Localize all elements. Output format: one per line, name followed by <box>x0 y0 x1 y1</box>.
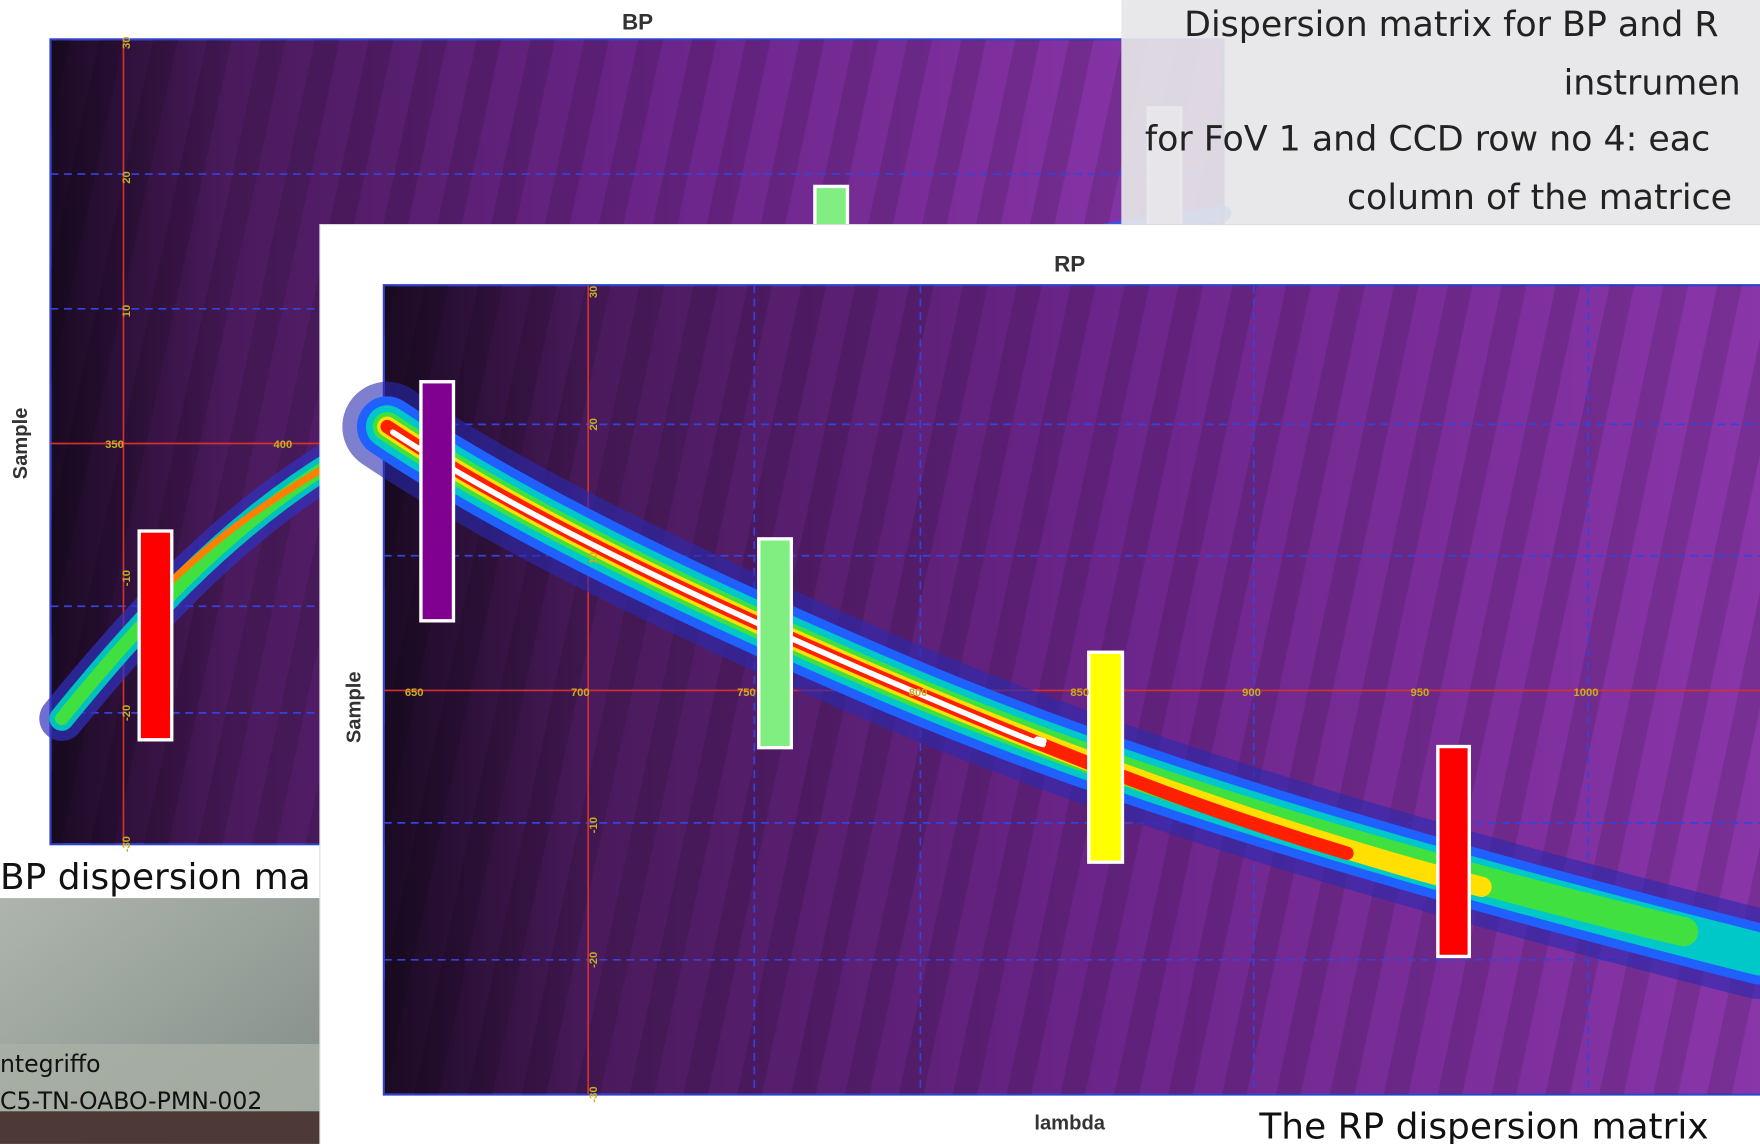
x-tick-label: 700 <box>571 687 590 699</box>
x-tick-label: 850 <box>1070 687 1089 699</box>
footer-author: ntegriffo <box>0 1050 101 1078</box>
description-line: column of the matrice <box>1347 178 1732 218</box>
bp-ticks: 30 20 10 -10 -20 -30 350 400 <box>105 37 292 853</box>
rp-title: RP <box>1054 252 1085 277</box>
rp-ticks: 30 20 10 -10 -20 -30 650 700 750 800 850 900 950 1000 <box>405 286 1599 1103</box>
rp-x-label: lambda <box>1034 1112 1105 1134</box>
y-tick-label: -30 <box>588 1086 600 1102</box>
footer-doc-id: C5-TN-OABO-PMN-002 <box>0 1087 262 1115</box>
bp-y-label: Sample <box>10 408 32 480</box>
x-tick-label: 650 <box>405 687 424 699</box>
x-tick-label: 400 <box>273 439 292 451</box>
rp-panel <box>319 224 1760 1144</box>
y-tick-label: -20 <box>121 705 133 721</box>
y-tick-label: 30 <box>588 286 600 298</box>
x-tick-label: 950 <box>1411 687 1430 699</box>
x-tick-label: 750 <box>737 687 756 699</box>
y-tick-label: -10 <box>588 817 600 833</box>
y-tick-label: 10 <box>588 552 600 564</box>
description-line: Dispersion matrix for BP and R <box>1184 5 1718 45</box>
y-tick-label: 30 <box>121 37 133 49</box>
rp-caption: The RP dispersion matrix <box>1258 1106 1708 1144</box>
x-tick-label: 1000 <box>1574 687 1599 699</box>
y-tick-label: 20 <box>588 418 600 430</box>
footer-photo <box>0 898 337 1144</box>
bp-title: BP <box>622 9 653 34</box>
y-tick-label: -20 <box>588 952 600 968</box>
x-tick-label: 900 <box>1242 687 1261 699</box>
x-tick-label: 350 <box>105 439 124 451</box>
y-tick-label: 20 <box>121 171 133 183</box>
y-tick-label: -30 <box>121 836 133 852</box>
description-line: for FoV 1 and CCD row no 4: eac <box>1145 120 1710 160</box>
bp-caption: BP dispersion ma <box>0 857 311 898</box>
rp-y-label: Sample <box>343 671 365 743</box>
description-line: instrumen <box>1564 63 1741 103</box>
x-tick-label: 800 <box>909 687 928 699</box>
y-tick-label: 10 <box>121 305 133 317</box>
y-tick-label: -10 <box>121 570 133 586</box>
